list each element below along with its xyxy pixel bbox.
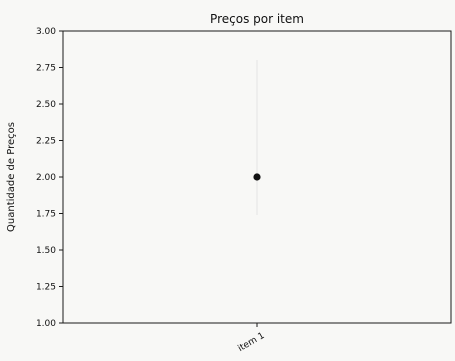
y-tick-label: 1.00	[36, 319, 56, 329]
x-axis-ticks: item 1	[236, 323, 267, 354]
y-tick-label: 1.75	[36, 210, 56, 220]
data-point	[253, 173, 261, 181]
y-tick-label: 2.25	[36, 137, 56, 147]
y-tick-label: 1.50	[36, 246, 56, 256]
y-tick-label: 2.75	[36, 64, 56, 74]
y-tick-label: 3.00	[36, 27, 56, 37]
y-tick-label: 2.50	[36, 100, 56, 110]
y-tick-label: 1.25	[36, 283, 56, 293]
chart-title: Preços por item	[210, 12, 304, 26]
y-tick-label: 2.00	[36, 173, 56, 183]
y-axis-ticks: 1.00 1.25 1.50 1.75 2.00 2.25 2.50 2.75 3.00	[36, 27, 63, 329]
y-axis-label: Quantidade de Preços	[6, 122, 17, 232]
data-points	[253, 173, 261, 181]
x-tick-label: item 1	[236, 331, 266, 354]
